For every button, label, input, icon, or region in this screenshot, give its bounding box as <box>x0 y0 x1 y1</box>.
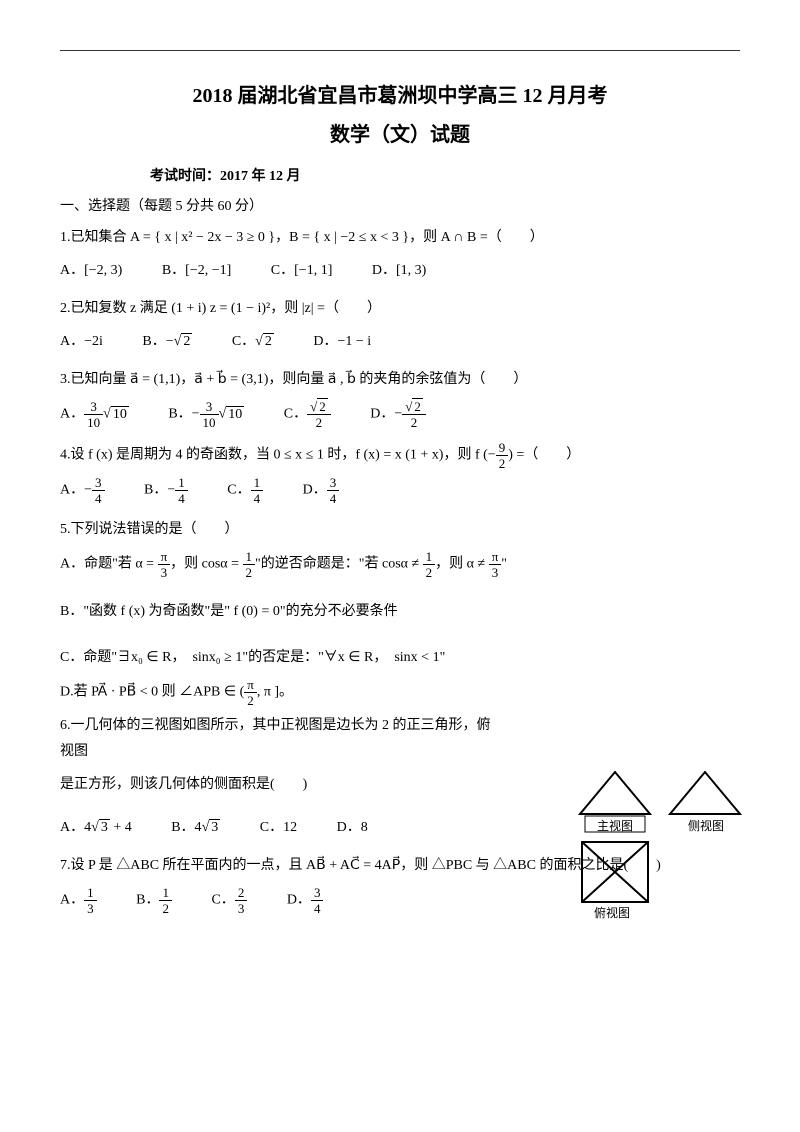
q5-stem: 5.下列说法错误的是（ ） <box>60 517 740 544</box>
front-view-label: 主视图 <box>590 817 640 834</box>
q2-stem: 2.已知复数 z 满足 (1 + i) z = (1 − i)²，则 |z| =… <box>60 296 740 323</box>
top-rule <box>60 50 740 51</box>
q3-opt-a: A．310√10 <box>60 400 129 429</box>
front-view-shape <box>580 772 650 814</box>
title-line-1: 2018 届湖北省宜昌市葛洲坝中学高三 12 月月考 <box>60 79 740 108</box>
q2-options: A．−2i B．−√2 C．√2 D．−1 − i <box>60 329 740 356</box>
q1-opt-a: A．[−2, 3) <box>60 258 122 285</box>
side-view-shape <box>670 772 740 814</box>
section-1-head: 一、选择题（每题 5 分共 60 分） <box>60 195 740 215</box>
q4-opt-d: D．34 <box>303 476 340 505</box>
q1-stem: 1.已知集合 A = { x | x² − 2x − 3 ≥ 0 }，B = {… <box>60 225 740 252</box>
q3-opt-c: C．√22 <box>284 400 331 429</box>
title-line-2: 数学（文）试题 <box>60 118 740 147</box>
q1-opt-c: C．[−1, 1] <box>271 258 333 285</box>
spacer <box>60 585 740 599</box>
q7-opt-b: B．12 <box>136 886 172 915</box>
q6-opt-b: B．4√3 <box>171 815 220 842</box>
q4-opt-a: A．−34 <box>60 476 105 505</box>
q2-opt-d: D．−1 − i <box>313 329 371 356</box>
q7-opt-c: C．23 <box>211 886 247 915</box>
q3-stem: 3.已知向量 a⃗ = (1,1)，a⃗ + b⃗ = (3,1)，则向量 a⃗… <box>60 367 740 394</box>
q5-opt-c: C．命题"∃x₀ ∈ R， sinx₀ ≥ 1"的否定是："∀x ∈ R， si… <box>60 645 740 672</box>
top-view-label: 俯视图 <box>594 904 630 921</box>
q2-opt-a: A．−2i <box>60 329 103 356</box>
three-view-diagram: 主视图 侧视图 俯视图 <box>570 764 750 914</box>
q1-options: A．[−2, 3) B．[−2, −1] C．[−1, 1] D．[1, 3) <box>60 258 740 285</box>
exam-time: 考试时间：2017 年 12 月 <box>150 165 740 185</box>
q2-opt-b: B．−√2 <box>142 329 192 356</box>
q4-options: A．−34 B．−14 C．14 D．34 <box>60 476 740 505</box>
q6-opt-d: D．8 <box>337 815 368 842</box>
q5-opt-d: D.若 PA⃗ · PB⃗ < 0 则 ∠APB ∈ (π2, π ]。 <box>60 678 740 707</box>
q6-opt-a: A．4√3 + 4 <box>60 815 132 842</box>
exam-page: 2018 届湖北省宜昌市葛洲坝中学高三 12 月月考 数学（文）试题 考试时间：… <box>0 0 800 1132</box>
q3-opt-d: D．−√22 <box>370 400 426 429</box>
q3-opt-b: B．−310√10 <box>168 400 244 429</box>
three-view-svg <box>570 764 750 914</box>
q7-opt-a: A．13 <box>60 886 97 915</box>
q5-opt-b: B．"函数 f (x) 为奇函数"是" f (0) = 0"的充分不必要条件 <box>60 599 740 626</box>
q6-stem-a: 6.一几何体的三视图如图所示，其中正视图是边长为 2 的正三角形，俯视图 <box>60 713 500 766</box>
q1-opt-b: B．[−2, −1] <box>162 258 231 285</box>
spacer <box>60 631 740 645</box>
q5-opt-a: A．命题"若 α = π3，则 cosα = 12"的逆否命题是："若 cosα… <box>60 550 740 579</box>
q4-opt-b: B．−14 <box>144 476 188 505</box>
q2-opt-c: C．√2 <box>232 329 274 356</box>
side-view-label: 侧视图 <box>688 817 724 834</box>
q4-stem: 4.设 f (x) 是周期为 4 的奇函数，当 0 ≤ x ≤ 1 时，f (x… <box>60 441 740 470</box>
q3-options: A．310√10 B．−310√10 C．√22 D．−√22 <box>60 400 740 429</box>
q1-opt-d: D．[1, 3) <box>372 258 426 285</box>
q4-opt-c: C．14 <box>227 476 263 505</box>
q6-opt-c: C．12 <box>260 815 297 842</box>
q7-opt-d: D．34 <box>287 886 324 915</box>
